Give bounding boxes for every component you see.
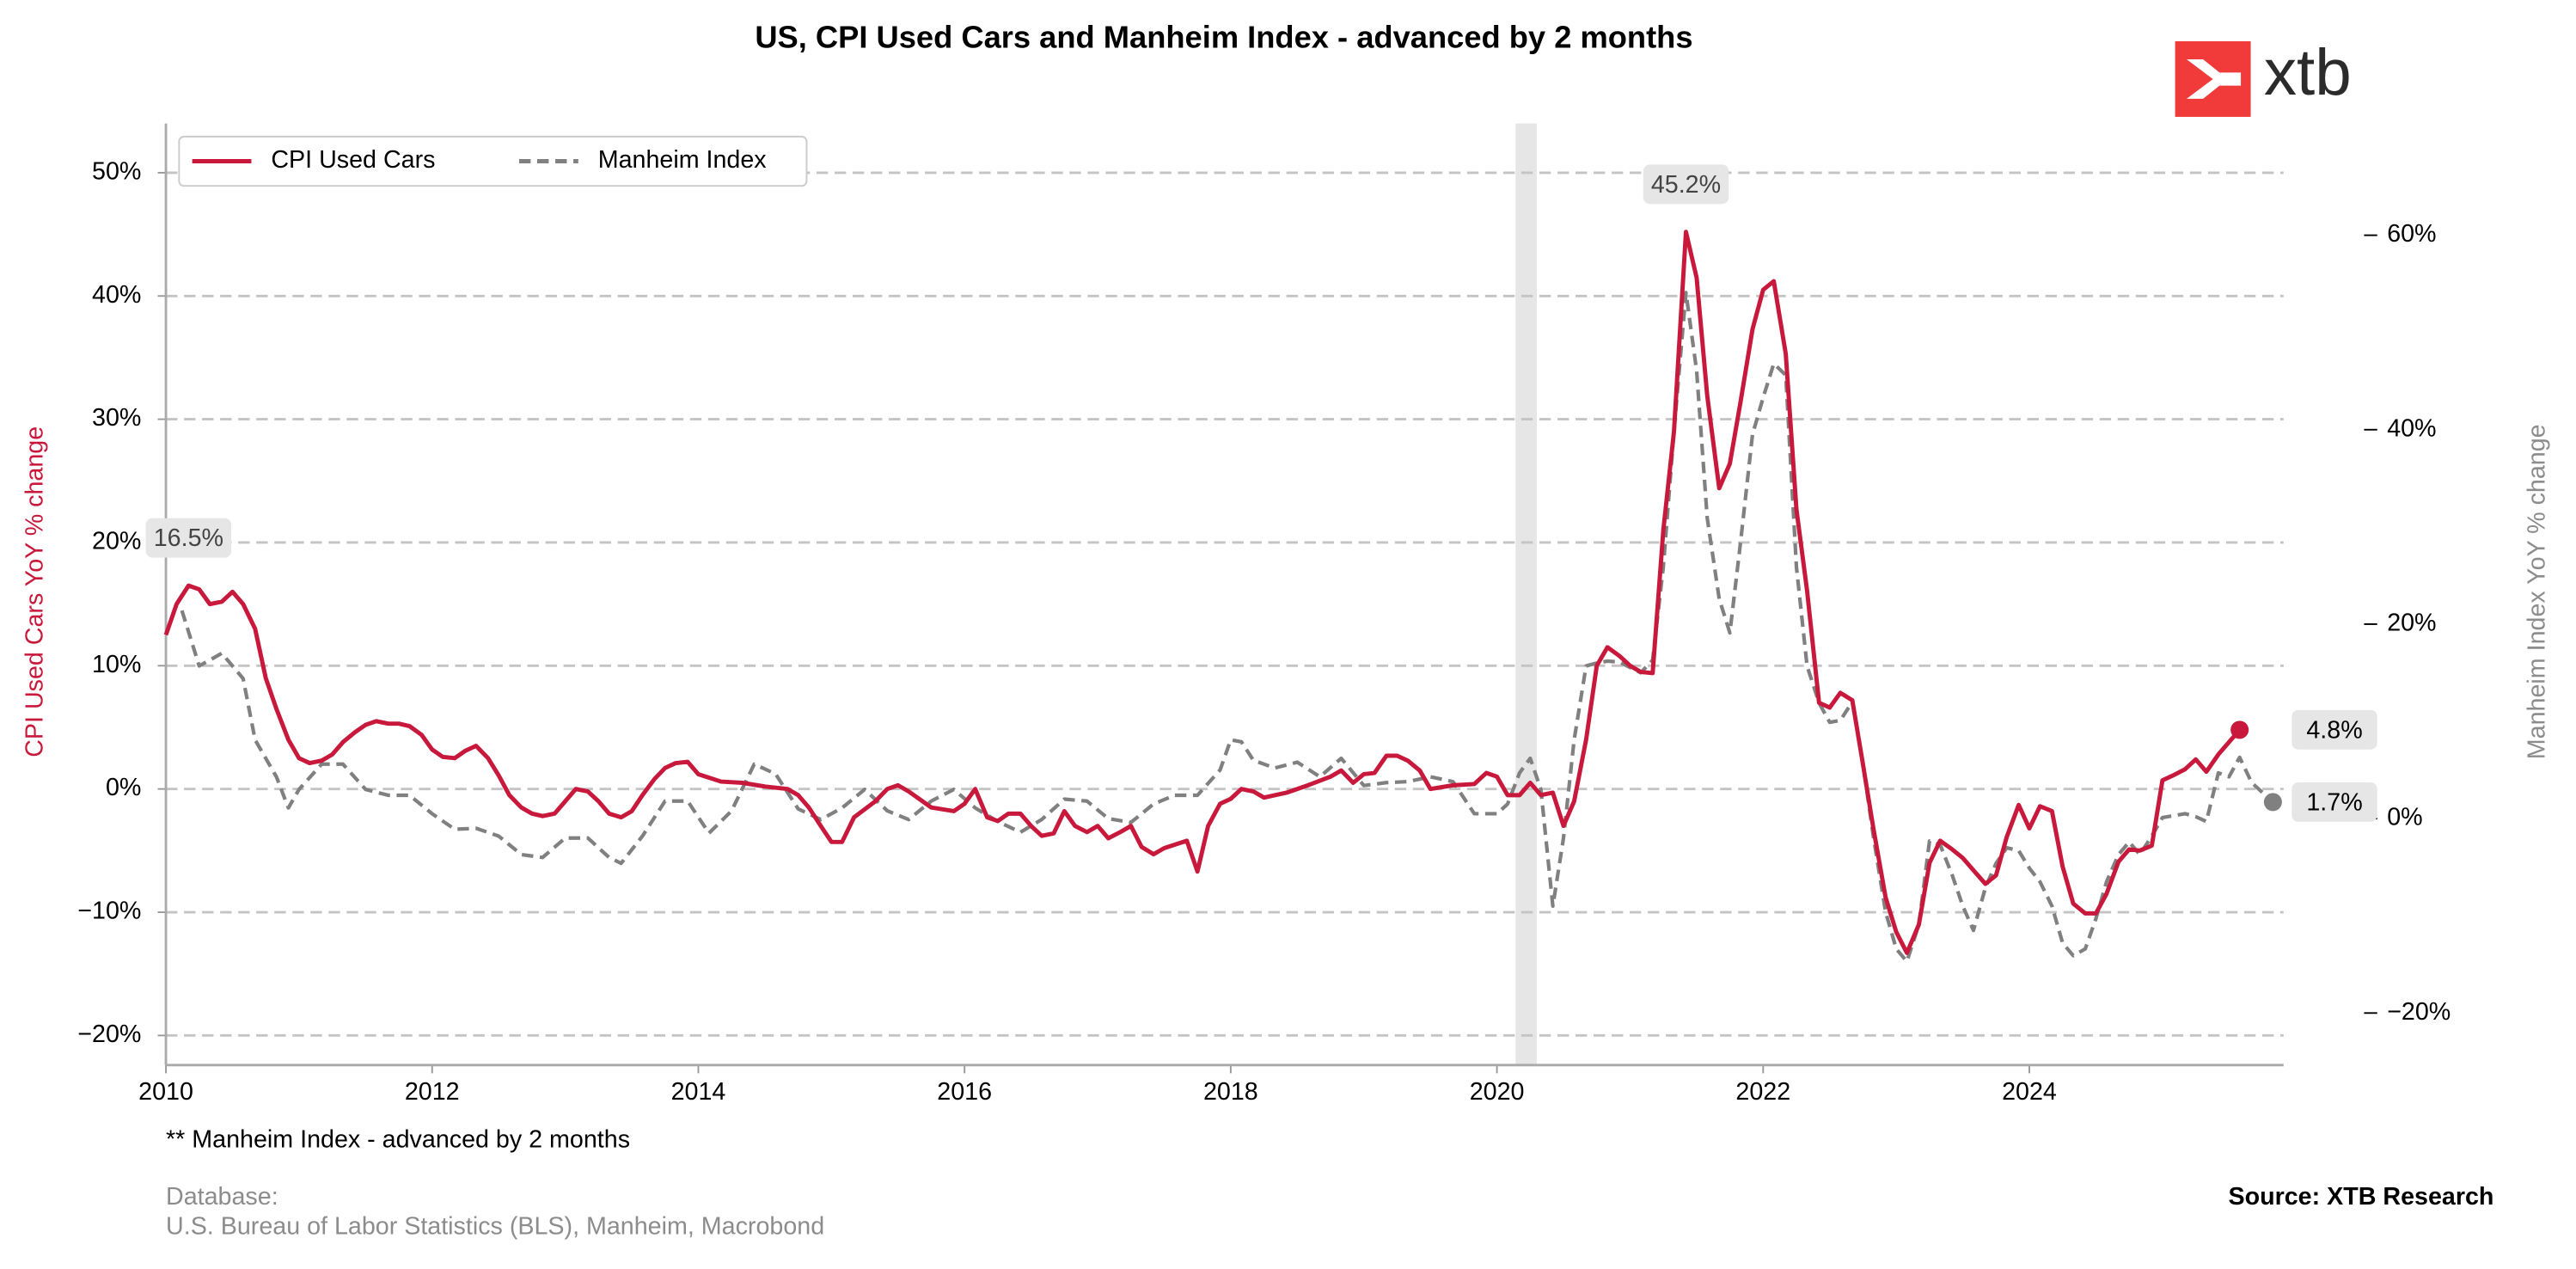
series-line [163, 230, 2242, 955]
annotation: 4.8% [2291, 709, 2377, 750]
chart-title: US, CPI Used Cars and Manheim Index - ad… [755, 20, 1692, 55]
footnote: ** Manheim Index - advanced by 2 months [166, 1125, 630, 1153]
end-marker [2263, 793, 2282, 812]
y2-tick-label: 60% [2387, 220, 2436, 248]
annotation-label: 16.5% [154, 524, 223, 552]
legend-label: Manheim Index [598, 146, 768, 174]
y-tick-label: 30% [92, 404, 141, 432]
x-tick-label: 2014 [671, 1078, 726, 1106]
end-marker [2230, 720, 2249, 739]
logo-text: xtb [2264, 36, 2352, 109]
y-tick-label: −10% [77, 898, 141, 925]
series-line [180, 291, 2274, 964]
annotation-box [2291, 782, 2377, 822]
x-tick-label: 2012 [405, 1078, 460, 1106]
x-tick-label: 2016 [937, 1078, 992, 1106]
annotation-box [2291, 709, 2377, 750]
annotation-label: 1.7% [2306, 788, 2362, 816]
logo-icon [2187, 59, 2242, 99]
y2-tick-label: 40% [2387, 414, 2436, 442]
annotation: 1.7% [2291, 782, 2377, 822]
y-tick-label: 0% [106, 774, 141, 801]
y-tick-label: 50% [92, 157, 141, 185]
y2-tick-label: 20% [2387, 610, 2436, 637]
annotation-box [145, 518, 232, 558]
y-tick-label: 40% [92, 281, 141, 309]
x-tick-label: 2018 [1203, 1078, 1258, 1106]
annotation: 16.5% [145, 518, 232, 558]
legend: CPI Used Cars Manheim Index [178, 135, 808, 187]
y-tick-label: 10% [92, 651, 141, 678]
y2-axis-label: Manheim Index YoY % change [2524, 424, 2551, 759]
database: U.S. Bureau of Labor Statistics (BLS), M… [166, 1213, 824, 1241]
database-title: Database: [166, 1183, 278, 1211]
y2-tick-label: −20% [2387, 998, 2451, 1026]
annotation: 45.2% [1643, 164, 1729, 205]
annotation-label: 4.8% [2306, 716, 2362, 744]
y-axis-label: CPI Used Cars YoY % change [21, 426, 49, 757]
annotation-box [1643, 164, 1729, 205]
logo: xtb [2175, 36, 2352, 117]
source: Source: XTB Research [2228, 1183, 2493, 1211]
x-tick-label: 2020 [1470, 1078, 1525, 1106]
y2-tick-label: 0% [2387, 804, 2422, 831]
shaded-period [1515, 123, 1538, 1065]
x-tick-label: 2024 [2002, 1078, 2057, 1106]
y-tick-label: −20% [77, 1021, 141, 1048]
annotation-label: 45.2% [1651, 171, 1721, 199]
y-tick-label: 20% [92, 528, 141, 555]
x-tick-label: 2022 [1735, 1078, 1790, 1106]
x-tick-label: 2010 [138, 1078, 193, 1106]
legend-label: CPI Used Cars [271, 146, 435, 174]
legend-box [178, 135, 808, 187]
